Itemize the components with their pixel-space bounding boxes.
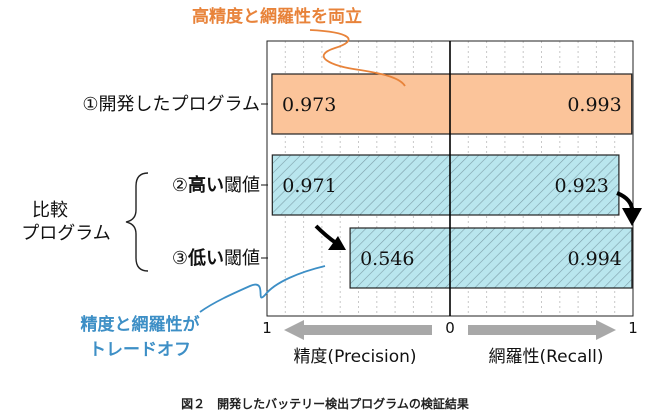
recall-label-2: 0.923 <box>555 175 609 197</box>
annotation-bottom-squiggle <box>199 265 326 313</box>
bar-row-2 <box>271 154 620 216</box>
right-arrow-icon <box>468 320 616 340</box>
group-label-line1: 比較 <box>32 200 68 221</box>
annotation-top-squiggle <box>309 29 406 87</box>
curved-arrow-head-recall <box>622 208 642 226</box>
axis-name-precision: 精度(Precision) <box>293 347 416 367</box>
group-brace <box>125 172 149 272</box>
row-label-1: ①開発したプログラム <box>82 94 260 115</box>
row-label-2: ②高い閾値 <box>172 174 260 196</box>
precision-label-2: 0.971 <box>282 175 336 197</box>
figure-caption: 図２ 開発したバッテリー検出プログラムの検証結果 <box>181 396 469 411</box>
bar-row-3 <box>349 227 633 289</box>
row-label-3: ③低い閾値 <box>172 247 260 269</box>
group-label-line2: プログラム <box>21 223 110 244</box>
tick-center-0: 0 <box>445 319 455 337</box>
axis-name-recall: 網羅性(Recall) <box>489 347 604 367</box>
tick-right-1: 1 <box>628 319 638 337</box>
left-arrow-icon <box>284 320 432 340</box>
curved-arrow-head-precision <box>328 236 346 250</box>
recall-label-3: 0.994 <box>567 248 621 270</box>
precision-label-3: 0.546 <box>360 248 414 270</box>
annotation-top: 高精度と網羅性を両立 <box>192 6 362 27</box>
bars-layer: 0.973 0.993 0.971 0.923 0.546 0.994 <box>271 73 633 289</box>
recall-label-1: 0.993 <box>567 94 621 116</box>
annotation-bottom-line1: 精度と網羅性が <box>81 314 200 335</box>
curved-arrow-icon-precision <box>314 224 338 245</box>
precision-label-1: 0.973 <box>282 94 336 116</box>
annotation-bottom-line2: トレードオフ <box>89 340 191 360</box>
tick-left-1: 1 <box>262 319 272 337</box>
bar-row-1 <box>271 73 633 135</box>
